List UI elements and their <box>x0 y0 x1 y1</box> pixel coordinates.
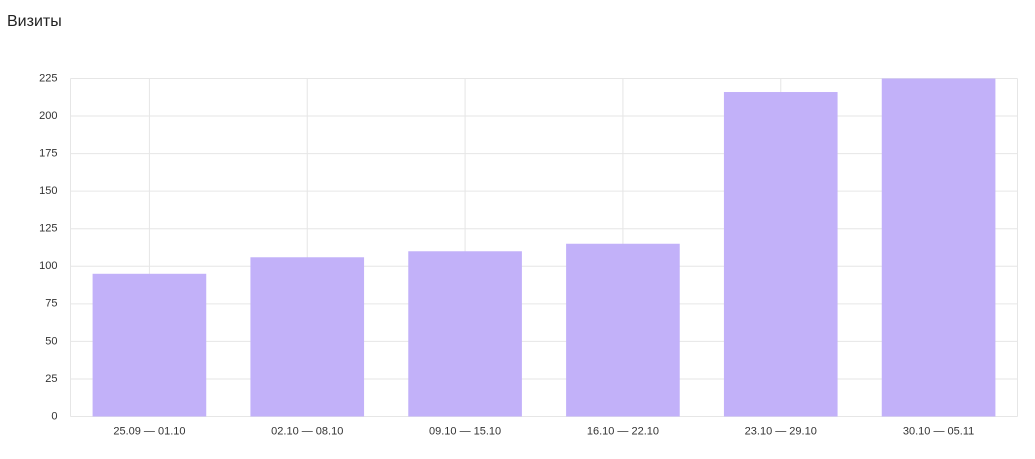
x-tick-label: 23.10 — 29.10 <box>745 425 817 437</box>
bar <box>881 78 996 417</box>
y-tick-label: 100 <box>39 260 57 272</box>
y-tick-label: 75 <box>45 298 57 310</box>
bar <box>723 92 838 417</box>
y-tick-label: 0 <box>51 410 57 422</box>
x-tick-label: 25.09 — 01.10 <box>113 425 185 437</box>
y-tick-label: 25 <box>45 373 57 385</box>
y-tick-label: 225 <box>39 72 57 84</box>
y-tick-label: 150 <box>39 185 57 197</box>
bar <box>92 273 207 417</box>
y-tick-label: 175 <box>39 148 57 160</box>
x-tick-label: 16.10 — 22.10 <box>587 425 659 437</box>
bar <box>408 251 522 417</box>
y-tick-label: 200 <box>39 110 57 122</box>
chart-title: Визиты <box>7 13 62 30</box>
x-tick-label: 02.10 — 08.10 <box>271 425 343 437</box>
y-tick-label: 125 <box>39 223 57 235</box>
bar <box>250 257 365 417</box>
y-tick-label: 50 <box>45 335 57 347</box>
x-tick-label: 30.10 — 05.11 <box>903 425 974 437</box>
x-tick-label: 09.10 — 15.10 <box>429 425 501 437</box>
bar <box>566 243 680 417</box>
